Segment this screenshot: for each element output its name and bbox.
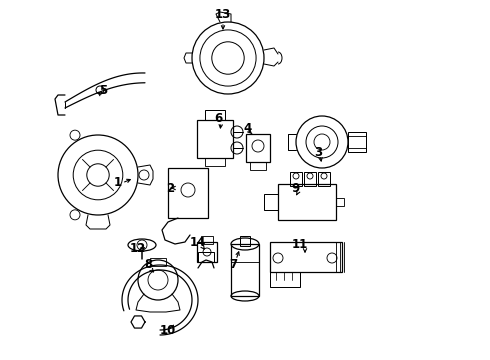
Text: 9: 9 <box>291 181 299 194</box>
Text: 10: 10 <box>160 324 176 337</box>
Bar <box>318 172 330 186</box>
Bar <box>270 242 342 272</box>
Bar <box>336 198 344 206</box>
Text: 4: 4 <box>244 122 252 135</box>
Bar <box>246 134 270 162</box>
Text: 7: 7 <box>229 258 237 271</box>
Bar <box>150 258 166 266</box>
Bar <box>290 172 302 186</box>
Bar <box>348 132 366 152</box>
Bar <box>264 194 278 210</box>
Bar <box>197 120 233 158</box>
Bar <box>278 184 336 220</box>
Text: 14: 14 <box>190 237 206 249</box>
Text: 11: 11 <box>292 238 308 252</box>
Bar <box>270 272 300 287</box>
Text: 1: 1 <box>114 176 122 189</box>
Bar <box>198 252 214 262</box>
Text: 5: 5 <box>99 84 107 96</box>
Text: 8: 8 <box>144 258 152 271</box>
Bar <box>197 242 217 262</box>
Bar <box>168 168 208 218</box>
Bar <box>201 236 213 244</box>
Bar <box>205 158 225 166</box>
Text: 6: 6 <box>214 112 222 125</box>
Text: 13: 13 <box>215 9 231 22</box>
Bar <box>304 172 316 186</box>
Bar <box>240 236 250 246</box>
Text: 3: 3 <box>314 147 322 159</box>
Text: 12: 12 <box>130 242 146 255</box>
Bar <box>205 110 225 120</box>
Bar <box>231 244 259 296</box>
Text: 2: 2 <box>166 181 174 194</box>
Bar <box>250 162 266 170</box>
